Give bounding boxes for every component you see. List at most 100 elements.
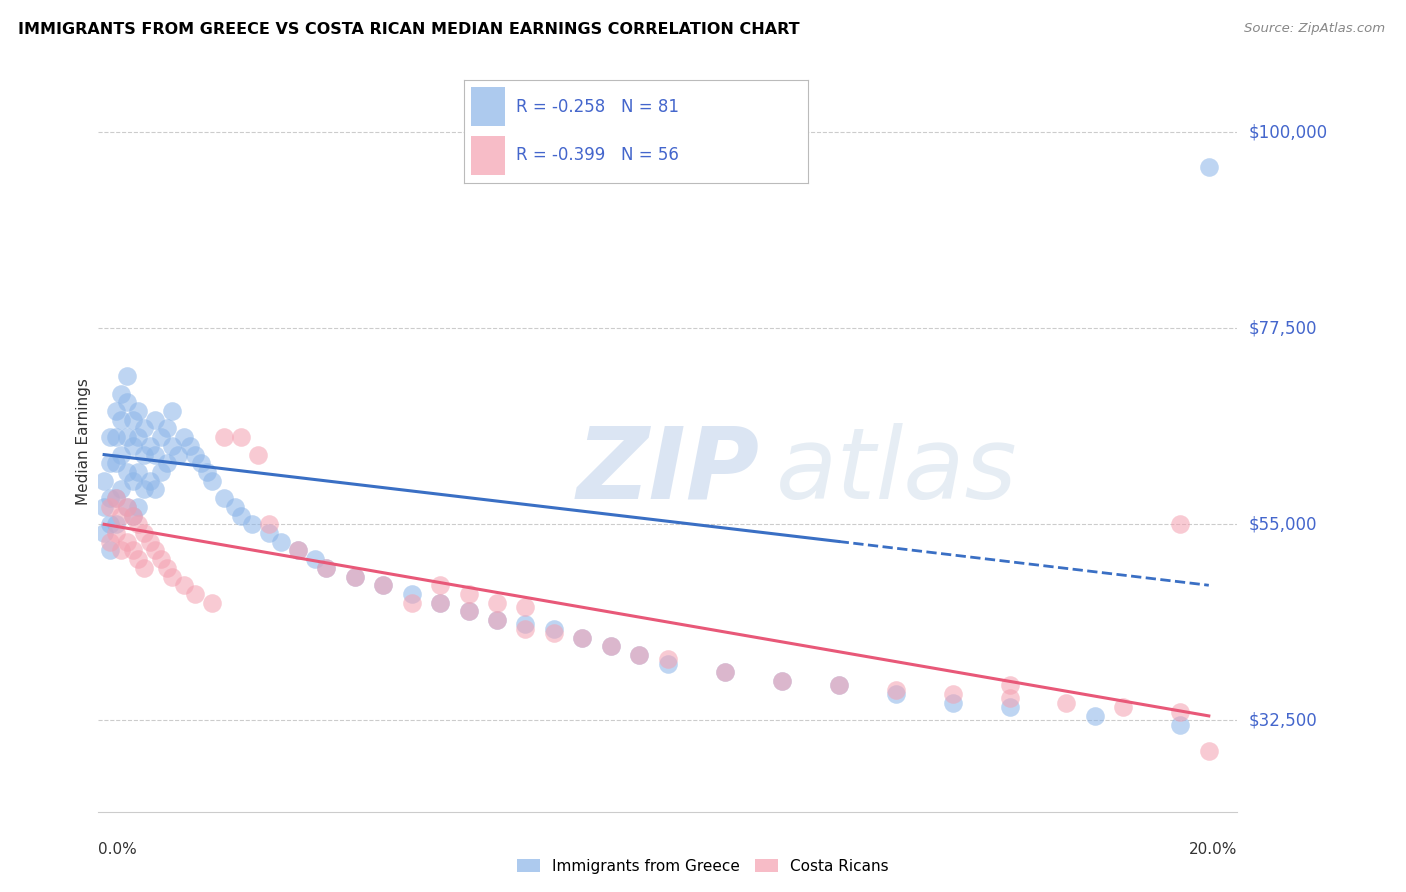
- Point: [104, 526, 127, 541]
- Point: [104, 430, 127, 444]
- Point: [373, 578, 395, 592]
- Point: [401, 587, 423, 601]
- Point: [93, 526, 115, 541]
- Point: [132, 526, 155, 541]
- Point: [543, 626, 565, 640]
- Point: [98, 500, 121, 514]
- Point: [1084, 709, 1107, 723]
- Point: [110, 543, 132, 558]
- Text: $77,500: $77,500: [1249, 319, 1317, 337]
- Point: [287, 543, 309, 558]
- Point: [270, 534, 292, 549]
- Point: [145, 483, 167, 497]
- Point: [115, 395, 138, 409]
- Text: Source: ZipAtlas.com: Source: ZipAtlas.com: [1244, 22, 1385, 36]
- Point: [98, 491, 121, 505]
- Point: [110, 413, 132, 427]
- Point: [714, 665, 737, 680]
- Point: [150, 430, 173, 444]
- Point: [184, 448, 207, 462]
- Point: [138, 439, 160, 453]
- Point: [315, 561, 337, 575]
- Point: [150, 465, 173, 479]
- Point: [201, 474, 224, 488]
- Text: ZIP: ZIP: [576, 423, 759, 520]
- Point: [343, 569, 366, 583]
- Point: [628, 648, 651, 662]
- Point: [93, 500, 115, 514]
- Point: [104, 456, 127, 470]
- Point: [98, 543, 121, 558]
- Bar: [471, 136, 505, 175]
- Point: [201, 596, 224, 610]
- Point: [127, 430, 149, 444]
- Point: [1112, 700, 1135, 714]
- Point: [600, 639, 623, 653]
- Point: [657, 657, 679, 671]
- Text: IMMIGRANTS FROM GREECE VS COSTA RICAN MEDIAN EARNINGS CORRELATION CHART: IMMIGRANTS FROM GREECE VS COSTA RICAN ME…: [18, 22, 800, 37]
- Point: [259, 526, 281, 541]
- Point: [104, 491, 127, 505]
- Point: [600, 639, 623, 653]
- Point: [195, 465, 218, 479]
- Point: [115, 500, 138, 514]
- Point: [828, 678, 851, 692]
- Point: [515, 600, 537, 615]
- Point: [115, 369, 138, 384]
- Point: [156, 561, 179, 575]
- Point: [212, 491, 235, 505]
- Point: [229, 430, 252, 444]
- Point: [287, 543, 309, 558]
- Text: 0.0%: 0.0%: [98, 842, 138, 857]
- Point: [515, 622, 537, 636]
- Point: [132, 448, 155, 462]
- Point: [150, 552, 173, 566]
- Point: [132, 421, 155, 435]
- Point: [259, 517, 281, 532]
- Point: [121, 543, 143, 558]
- Point: [110, 386, 132, 401]
- Point: [127, 500, 149, 514]
- Point: [121, 508, 143, 523]
- Point: [884, 687, 907, 701]
- Point: [98, 456, 121, 470]
- Point: [998, 700, 1021, 714]
- Point: [1198, 160, 1220, 174]
- Text: R = -0.258   N = 81: R = -0.258 N = 81: [516, 98, 679, 116]
- Point: [1170, 517, 1192, 532]
- Y-axis label: Median Earnings: Median Earnings: [76, 378, 91, 505]
- Point: [132, 483, 155, 497]
- Point: [173, 430, 195, 444]
- Point: [115, 465, 138, 479]
- Text: $100,000: $100,000: [1249, 123, 1327, 141]
- Point: [184, 587, 207, 601]
- Text: 20.0%: 20.0%: [1189, 842, 1237, 857]
- Point: [104, 404, 127, 418]
- Point: [401, 596, 423, 610]
- Point: [457, 604, 479, 618]
- Point: [429, 596, 451, 610]
- Point: [173, 578, 195, 592]
- Point: [115, 534, 138, 549]
- Point: [457, 587, 479, 601]
- Point: [98, 517, 121, 532]
- Point: [373, 578, 395, 592]
- Point: [115, 430, 138, 444]
- Point: [1198, 744, 1220, 758]
- Point: [98, 534, 121, 549]
- Point: [132, 561, 155, 575]
- Point: [884, 682, 907, 697]
- Point: [110, 508, 132, 523]
- Point: [93, 474, 115, 488]
- Point: [104, 517, 127, 532]
- Point: [998, 678, 1021, 692]
- Point: [457, 604, 479, 618]
- Point: [162, 439, 184, 453]
- Point: [828, 678, 851, 692]
- Point: [571, 631, 593, 645]
- Point: [486, 596, 509, 610]
- Text: $55,000: $55,000: [1249, 516, 1317, 533]
- Text: R = -0.399   N = 56: R = -0.399 N = 56: [516, 146, 679, 164]
- Point: [942, 696, 965, 710]
- Point: [110, 448, 132, 462]
